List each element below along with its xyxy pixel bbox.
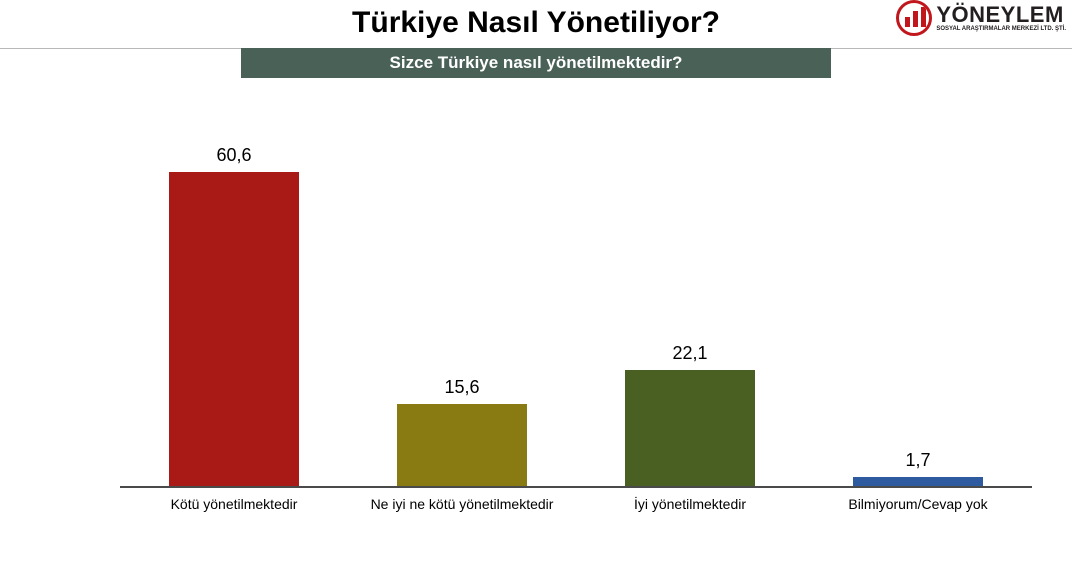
x-axis-label: İyi yönetilmektedir <box>576 488 804 512</box>
governance-bar-chart: 60,6 15,6 22,1 1,7 Kötü yönetilmektedirNe i… <box>120 145 1032 528</box>
bar <box>853 477 983 486</box>
chart-column: 15,6 <box>348 145 576 486</box>
bar <box>169 172 299 486</box>
bar-value-label: 1,7 <box>905 450 930 471</box>
bar-value-label: 60,6 <box>216 145 251 166</box>
chart-column: 1,7 <box>804 145 1032 486</box>
brand-logo-mark <box>896 0 932 36</box>
bar <box>625 370 755 486</box>
bar <box>397 404 527 486</box>
chart-column: 60,6 <box>120 145 348 486</box>
x-axis-label: Bilmiyorum/Cevap yok <box>804 488 1032 512</box>
bar-value-label: 22,1 <box>672 343 707 364</box>
x-axis-label: Ne iyi ne kötü yönetilmektedir <box>348 488 576 512</box>
brand-name: YÖNEYLEM <box>936 4 1066 26</box>
brand-logo-bars-icon <box>905 7 926 27</box>
chart-plot-area: 60,6 15,6 22,1 1,7 <box>120 145 1032 488</box>
question-banner: Sizce Türkiye nasıl yönetilmektedir? <box>241 48 831 78</box>
chart-column: 22,1 <box>576 145 804 486</box>
chart-x-labels: Kötü yönetilmektedirNe iyi ne kötü yönet… <box>120 488 1032 528</box>
bar-value-label: 15,6 <box>444 377 479 398</box>
brand-tagline: SOSYAL ARAŞTIRMALAR MERKEZİ LTD. ŞTİ. <box>936 26 1066 32</box>
brand-logo: YÖNEYLEM SOSYAL ARAŞTIRMALAR MERKEZİ LTD… <box>896 0 1066 36</box>
x-axis-label: Kötü yönetilmektedir <box>120 488 348 512</box>
